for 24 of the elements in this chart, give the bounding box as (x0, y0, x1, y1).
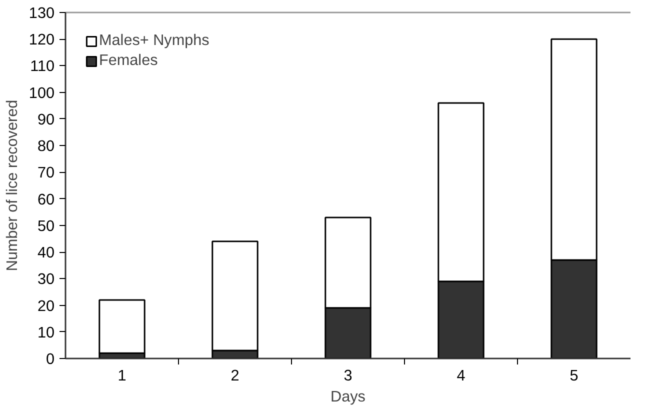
y-tick-label: 30 (37, 271, 55, 288)
y-tick-label: 130 (28, 5, 55, 22)
y-tick-label: 50 (37, 218, 55, 235)
y-tick-label: 100 (28, 84, 55, 102)
y-tick-label: 90 (37, 111, 55, 128)
y-tick-label: 40 (37, 244, 55, 262)
x-tick-label: 4 (456, 368, 466, 384)
y-tick-label: 110 (30, 58, 54, 76)
x-tick-label: 2 (230, 368, 240, 384)
x-axis-title: Days (330, 388, 366, 406)
y-tick-label: 120 (28, 32, 55, 49)
y-tick-label: 0 (46, 351, 55, 368)
y-tick-label: 20 (37, 298, 55, 315)
x-tick-label: 3 (344, 368, 352, 384)
y-tick-label: 10 (37, 324, 55, 342)
bar (98, 299, 146, 354)
y-tick-label: 80 (37, 138, 55, 156)
y-tick-label: 70 (37, 164, 55, 182)
legend-label: Males+ Nymphs (99, 32, 210, 50)
legend-label: Females (99, 52, 158, 70)
x-tick-label: 5 (570, 368, 578, 384)
x-tick-label: 1 (118, 368, 126, 384)
y-axis-title: Number of lice recovered (4, 100, 21, 272)
y-tick-label: 60 (37, 191, 55, 208)
